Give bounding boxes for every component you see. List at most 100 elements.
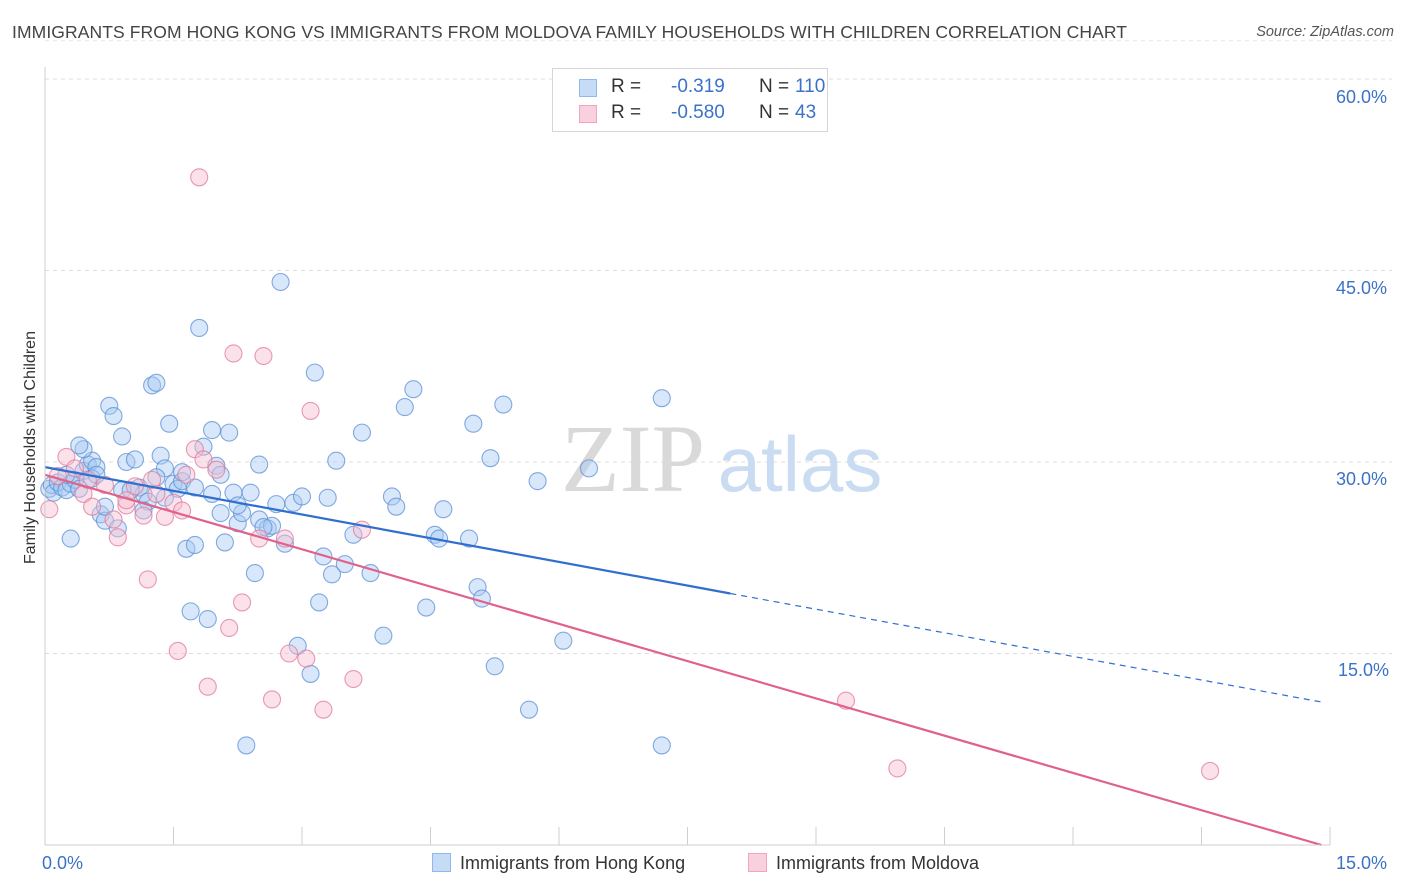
- point-moldova: [143, 470, 162, 489]
- point-hong-kong: [318, 488, 337, 507]
- legend-r-value: -0.580: [671, 102, 725, 123]
- point-moldova: [224, 344, 243, 363]
- legend-n-label: N =: [759, 102, 790, 123]
- legend-swatch-pink: [579, 105, 597, 123]
- point-moldova: [190, 168, 209, 187]
- axes: [44, 67, 1331, 846]
- point-hong-kong: [95, 497, 115, 516]
- legend-n-value: 43: [795, 102, 817, 123]
- point-hong-kong: [417, 598, 436, 617]
- point-hong-kong: [382, 487, 402, 506]
- point-hong-kong: [652, 389, 671, 408]
- point-moldova: [138, 570, 157, 589]
- legend-label-moldova: Immigrants from Moldova: [776, 853, 980, 873]
- point-moldova: [168, 641, 187, 660]
- trend-line-moldova: [44, 473, 1322, 847]
- legend-swatch-blue: [579, 79, 597, 97]
- point-hong-kong: [485, 657, 504, 676]
- watermark-zip: ZIP: [561, 405, 705, 512]
- point-hong-kong: [327, 451, 346, 470]
- point-moldova: [108, 528, 127, 547]
- point-hong-kong: [459, 529, 479, 548]
- point-hong-kong: [404, 380, 423, 399]
- y-tick-label: 60.0%: [1336, 87, 1388, 107]
- point-hong-kong: [190, 318, 209, 338]
- point-hong-kong: [387, 497, 406, 516]
- point-hong-kong: [215, 533, 234, 552]
- point-hong-kong: [472, 589, 491, 608]
- point-moldova: [194, 450, 213, 469]
- point-hong-kong: [310, 593, 329, 612]
- point-moldova: [888, 759, 907, 778]
- point-hong-kong: [61, 529, 80, 548]
- point-hong-kong: [395, 398, 414, 417]
- point-moldova: [314, 700, 333, 719]
- point-hong-kong: [185, 478, 204, 497]
- y-tick-label: 15.0%: [1338, 660, 1390, 680]
- point-hong-kong: [322, 565, 342, 584]
- legend-r-label: R =: [611, 102, 642, 123]
- point-hong-kong: [519, 700, 539, 719]
- trend-line-hong-kong: [44, 466, 731, 595]
- correlation-legend: R = -0.319 N = 110 R = -0.580 N = 43: [552, 68, 828, 132]
- point-hong-kong: [652, 736, 671, 755]
- point-hong-kong: [181, 602, 200, 621]
- point-hong-kong: [100, 396, 119, 415]
- point-moldova: [297, 649, 316, 668]
- point-hong-kong: [125, 450, 144, 469]
- point-hong-kong: [104, 406, 123, 426]
- point-hong-kong: [177, 539, 196, 558]
- series-moldova: [40, 168, 1220, 781]
- point-moldova: [262, 690, 282, 709]
- point-hong-kong: [554, 631, 573, 650]
- x-tick-label-right: 15.0%: [1336, 853, 1388, 873]
- point-moldova: [147, 484, 166, 503]
- bottom-legend-moldova: Immigrants from Moldova: [748, 853, 979, 874]
- point-moldova: [207, 460, 226, 479]
- point-hong-kong: [228, 496, 247, 515]
- point-moldova: [40, 500, 59, 519]
- point-hong-kong: [292, 487, 312, 506]
- point-moldova: [232, 593, 252, 612]
- point-hong-kong: [250, 455, 269, 474]
- point-moldova: [198, 677, 217, 696]
- point-moldova: [254, 346, 273, 366]
- point-moldova: [134, 506, 153, 525]
- bottom-legend-hong-kong: Immigrants from Hong Kong: [432, 853, 685, 874]
- point-hong-kong: [237, 736, 256, 755]
- point-hong-kong: [185, 535, 204, 555]
- point-hong-kong: [241, 483, 260, 502]
- point-hong-kong: [494, 395, 513, 414]
- legend-swatch-pink: [748, 853, 767, 872]
- watermark-atlas: atlas: [718, 420, 883, 508]
- point-hong-kong: [245, 564, 264, 583]
- point-moldova: [344, 669, 363, 689]
- point-hong-kong: [147, 373, 166, 392]
- y-tick-label: 30.0%: [1336, 469, 1388, 489]
- legend-r-label: R =: [611, 76, 642, 97]
- point-moldova: [95, 475, 115, 495]
- point-hong-kong: [352, 423, 372, 442]
- point-moldova: [155, 507, 174, 526]
- point-hong-kong: [220, 423, 239, 442]
- point-hong-kong: [344, 525, 363, 544]
- point-hong-kong: [305, 363, 324, 382]
- chart-title: IMMIGRANTS FROM HONG KONG VS IMMIGRANTS …: [12, 22, 1128, 42]
- point-moldova: [301, 401, 320, 420]
- point-hong-kong: [160, 414, 179, 433]
- x-tick-label-left: 0.0%: [42, 853, 84, 873]
- point-moldova: [220, 618, 239, 638]
- grid-lines: [45, 40, 1392, 654]
- point-hong-kong: [468, 578, 487, 597]
- point-moldova: [280, 644, 299, 663]
- y-axis-label: Family Households with Children: [22, 331, 39, 564]
- point-hong-kong: [301, 664, 320, 683]
- legend-n-value: 110: [795, 76, 826, 97]
- trend-lines: [44, 466, 1322, 847]
- legend-swatch-blue: [432, 853, 451, 872]
- point-hong-kong: [113, 427, 132, 446]
- trend-line-hong-kong-extension: [730, 592, 1322, 703]
- point-moldova: [1201, 761, 1220, 781]
- legend-label-hong-kong: Immigrants from Hong Kong: [460, 853, 686, 873]
